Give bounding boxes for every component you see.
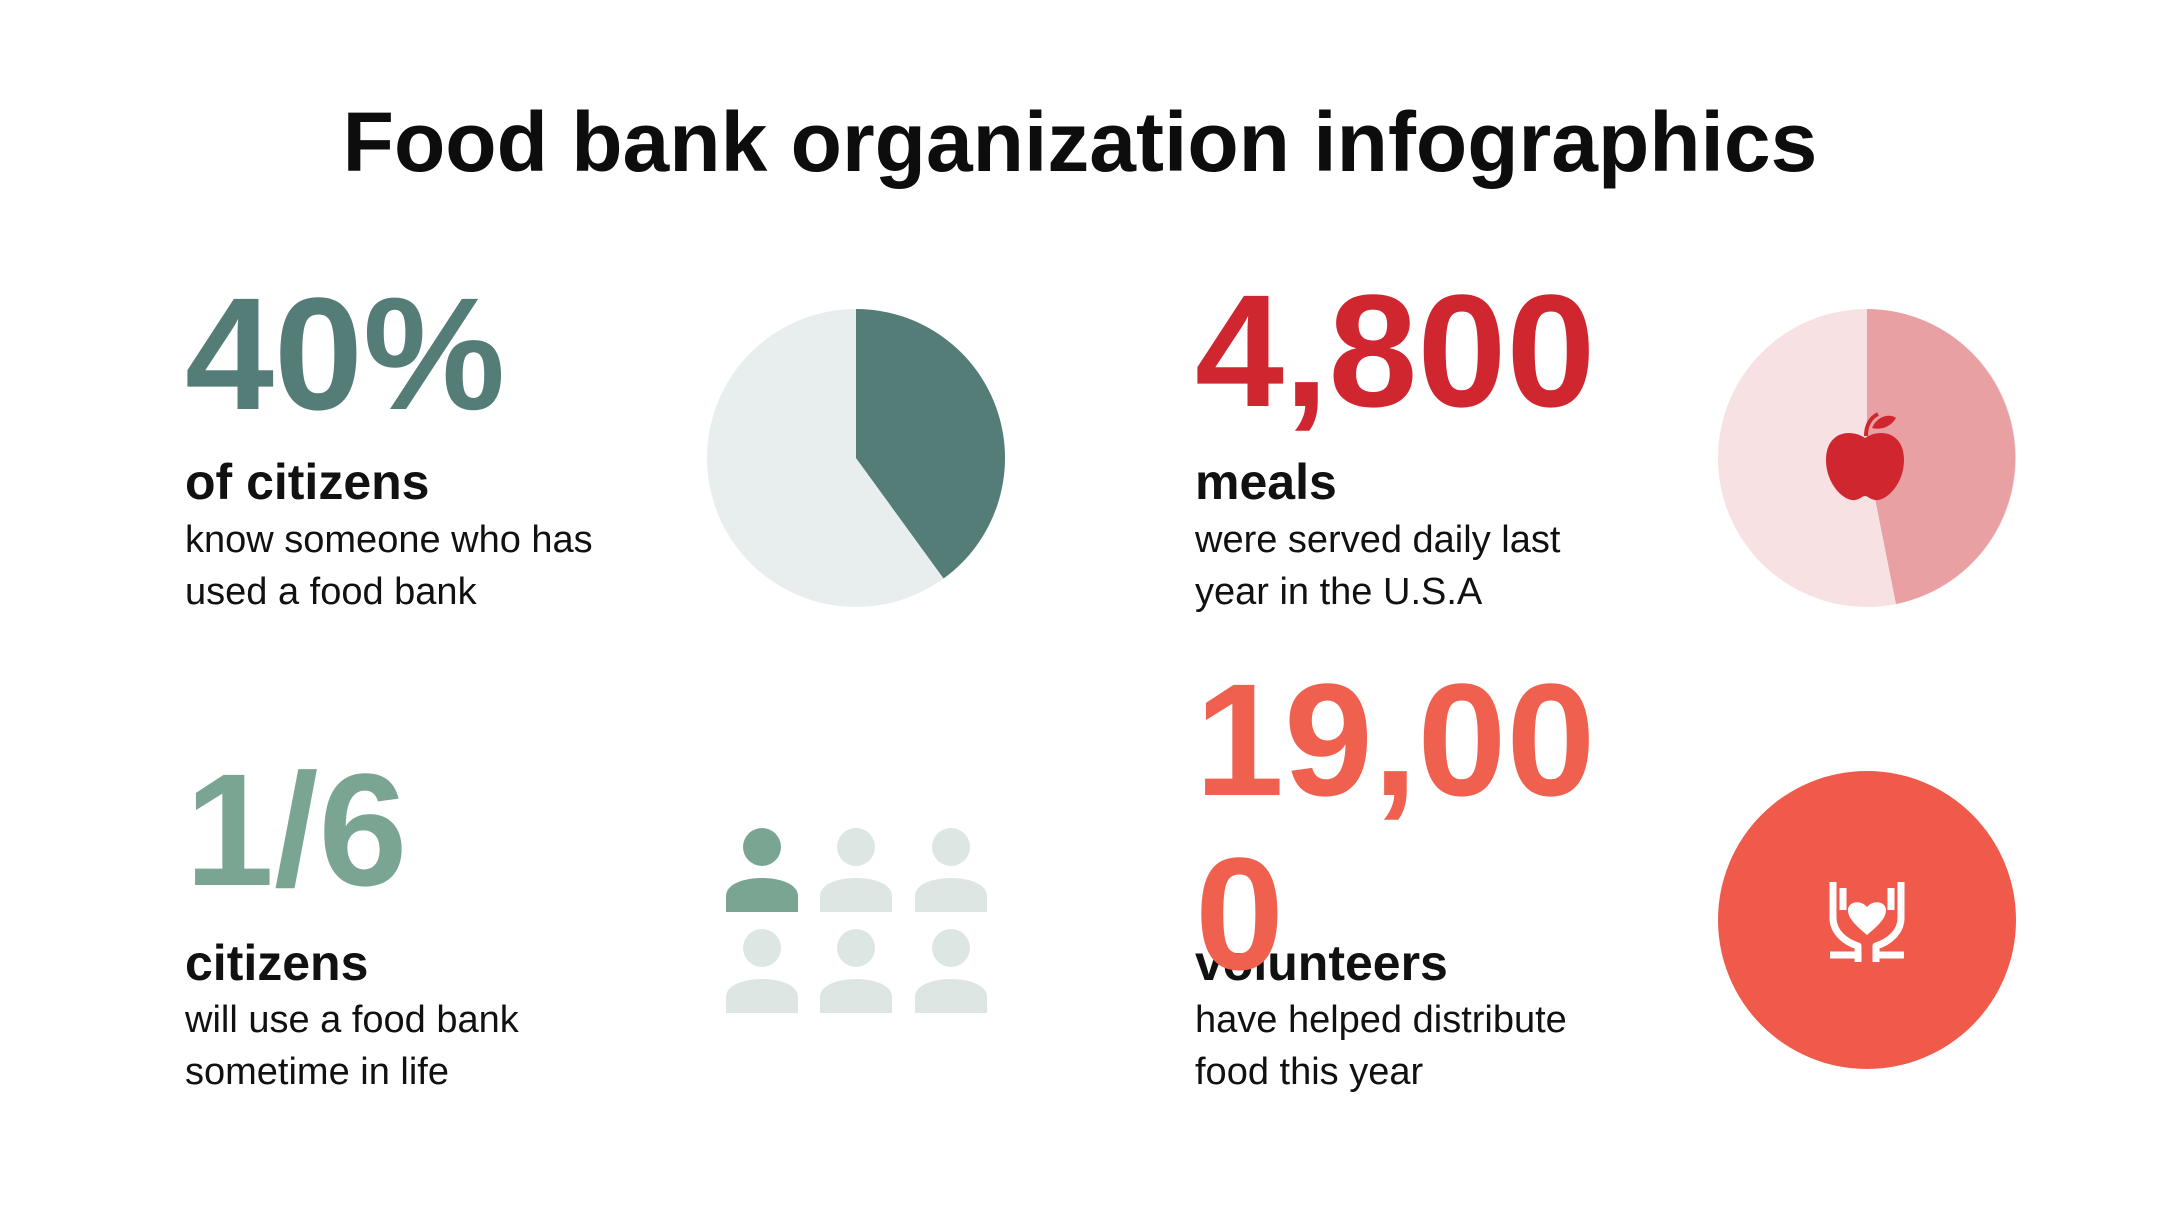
title: Food bank organization infographics xyxy=(342,95,1818,189)
stat-figure: 40% xyxy=(185,264,506,443)
share-pie xyxy=(707,309,1005,607)
stat-figure: 19,000 xyxy=(1195,650,1596,1003)
person-icon xyxy=(726,828,798,912)
stat-label: volunteers xyxy=(1195,935,1448,991)
hands-icon xyxy=(1829,882,1905,962)
stat-description: have helped distribute food this year xyxy=(1195,999,1567,1093)
apple-icon xyxy=(1826,412,1904,501)
people-icons xyxy=(726,828,987,1013)
person-icon xyxy=(915,828,987,912)
stat-label: meals xyxy=(1195,454,1337,510)
stat-label: citizens xyxy=(185,935,369,991)
stat-figure: 4,800 xyxy=(1195,261,1596,440)
meals-pie xyxy=(1718,309,2016,607)
stat-description: will use a food bank sometime in life xyxy=(185,999,519,1093)
volunteer-badge xyxy=(1718,771,2016,1069)
pie-slice xyxy=(856,309,1005,579)
stat-description: know someone who has used a food bank xyxy=(185,519,593,613)
person-icon xyxy=(820,828,892,912)
stat-description: were served daily last year in the U.S.A xyxy=(1195,519,1561,613)
stat-label: of citizens xyxy=(185,454,430,510)
person-icon xyxy=(915,929,987,1013)
pie-slice xyxy=(1867,309,2016,604)
person-icon xyxy=(820,929,892,1013)
heart-icon xyxy=(1848,902,1886,935)
stat-figure: 1/6 xyxy=(185,740,408,919)
person-icon xyxy=(726,929,798,1013)
